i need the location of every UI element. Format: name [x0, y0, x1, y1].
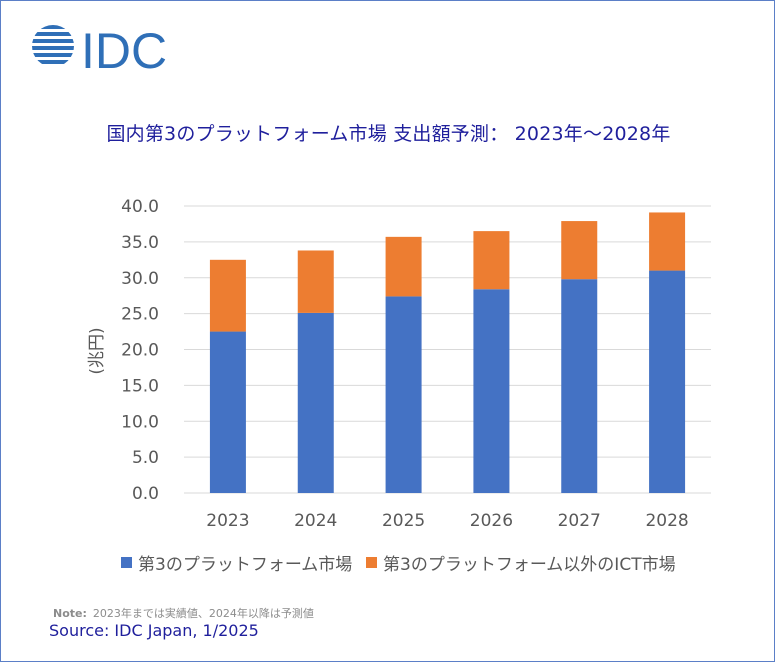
y-tick-label: 40.0 [121, 197, 159, 217]
y-tick-label: 30.0 [121, 269, 159, 289]
legend-item-non-platform-ict: 第3のプラットフォーム以外のICT市場 [366, 550, 676, 575]
stacked-bar-chart: 0.05.010.015.020.025.030.035.040.0 2023 2… [87, 197, 711, 531]
idc-logo: IDC [32, 23, 167, 77]
source-credit: Source: IDC Japan, 1/2025 [49, 621, 259, 640]
legend-label-non-platform-ict: 第3のプラットフォーム以外のICT市場 [383, 555, 676, 575]
bars [209, 212, 686, 493]
x-tick-labels: 2023 2024 2025 2026 2027 2028 [206, 511, 688, 531]
bar-segment-non-platform-ict-2024 [297, 250, 334, 313]
gridlines [184, 205, 711, 494]
bar-segment-non-platform-ict-2023 [209, 259, 246, 332]
x-tick-label: 2027 [558, 511, 601, 531]
y-tick-label: 5.0 [132, 448, 159, 468]
y-tick-label: 10.0 [121, 412, 159, 432]
x-tick-label: 2026 [470, 511, 513, 531]
note-label: Note: [53, 607, 87, 620]
bar-segment-platform-2023 [209, 331, 246, 493]
y-tick-label: 15.0 [121, 376, 159, 396]
note: Note: 2023年までは実績値、2024年以降は予測値 [53, 605, 314, 621]
x-tick-label: 2028 [645, 511, 688, 531]
x-tick-label: 2025 [382, 511, 425, 531]
legend-item-platform: 第3のプラットフォーム市場 [121, 550, 352, 575]
bar-segment-non-platform-ict-2028 [649, 212, 686, 271]
x-tick-label: 2024 [294, 511, 337, 531]
y-tick-label: 25.0 [121, 305, 159, 325]
bar-segment-platform-2024 [297, 312, 334, 493]
bar-segment-platform-2027 [561, 279, 598, 493]
bar-segment-non-platform-ict-2027 [561, 221, 598, 280]
y-axis-label: (兆円) [87, 327, 107, 374]
y-tick-label: 20.0 [121, 341, 159, 361]
y-tick-label: 0.0 [132, 484, 159, 504]
bar-segment-platform-2028 [649, 270, 686, 493]
bar-segment-platform-2025 [385, 296, 422, 493]
logo-wordmark: IDC [81, 23, 167, 77]
bar-segment-non-platform-ict-2026 [473, 231, 510, 290]
y-tick-labels: 0.0 5.0 10.0 15.0 20.0 25.0 30.0 35.0 40.0 [121, 197, 159, 504]
bar-segment-non-platform-ict-2025 [385, 236, 422, 297]
y-tick-label: 35.0 [121, 233, 159, 253]
legend-swatch-non-platform-ict [366, 557, 377, 568]
legend-swatch-platform [121, 557, 132, 568]
chart-title: 国内第3のプラットフォーム市場 支出額予測： 2023年～2028年 [106, 123, 671, 145]
note-text: 2023年までは実績値、2024年以降は予測値 [92, 607, 314, 620]
x-tick-label: 2023 [206, 511, 249, 531]
legend-label-platform: 第3のプラットフォーム市場 [138, 555, 353, 575]
bar-segment-platform-2026 [473, 289, 510, 493]
